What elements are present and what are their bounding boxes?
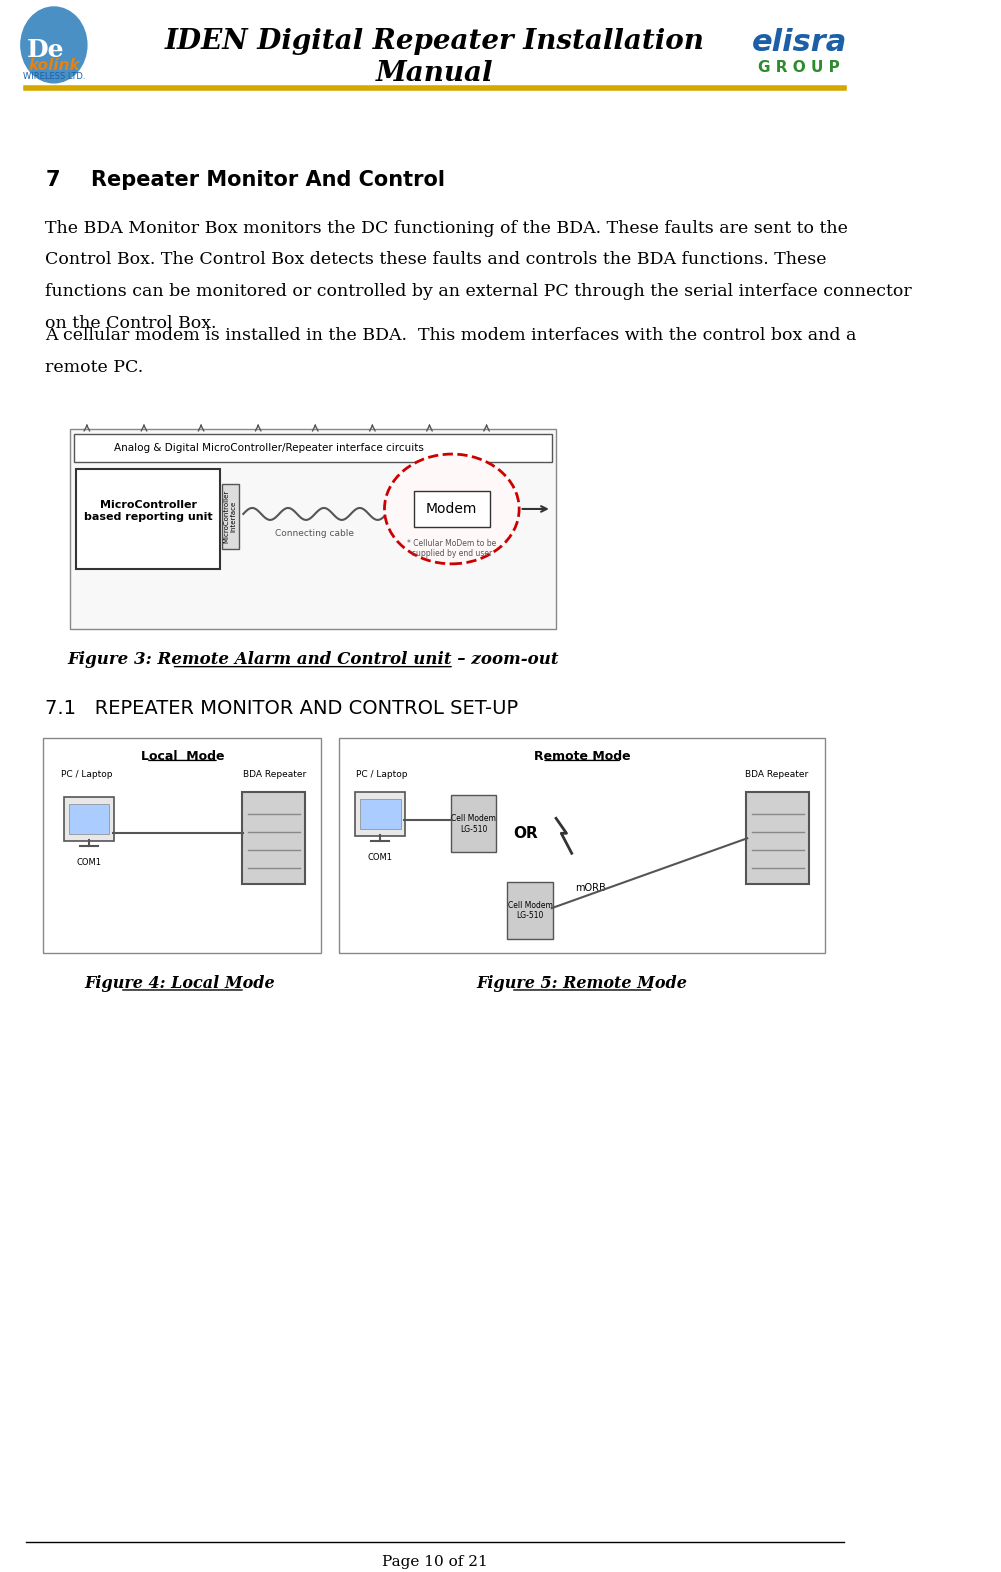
- FancyBboxPatch shape: [747, 792, 809, 883]
- Ellipse shape: [384, 454, 520, 564]
- FancyBboxPatch shape: [508, 882, 553, 938]
- FancyBboxPatch shape: [69, 805, 109, 835]
- Text: COM1: COM1: [76, 858, 101, 868]
- Text: MicroController
based reporting unit: MicroController based reporting unit: [84, 500, 212, 522]
- FancyBboxPatch shape: [221, 484, 239, 549]
- Text: BDA Repeater: BDA Repeater: [746, 770, 809, 780]
- Text: Cell Modem
LG-510: Cell Modem LG-510: [508, 901, 553, 920]
- Text: * Cellular MoDem to be
supplied by end user: * Cellular MoDem to be supplied by end u…: [407, 539, 496, 558]
- Text: Analog & Digital MicroController/Repeater interface circuits: Analog & Digital MicroController/Repeate…: [114, 443, 424, 453]
- Text: COM1: COM1: [367, 854, 392, 863]
- FancyBboxPatch shape: [359, 799, 400, 830]
- Text: G R O U P: G R O U P: [759, 60, 840, 75]
- Text: Local  Mode: Local Mode: [141, 750, 224, 764]
- Text: Figure 5: Remote Mode: Figure 5: Remote Mode: [476, 975, 688, 992]
- FancyBboxPatch shape: [74, 434, 552, 462]
- Text: OR: OR: [514, 825, 538, 841]
- Text: elisra: elisra: [752, 28, 847, 57]
- Text: Page 10 of 21: Page 10 of 21: [381, 1555, 487, 1569]
- FancyBboxPatch shape: [76, 468, 220, 569]
- FancyBboxPatch shape: [339, 739, 826, 953]
- Text: Connecting cable: Connecting cable: [275, 528, 354, 538]
- Text: De: De: [26, 38, 64, 61]
- FancyBboxPatch shape: [413, 490, 490, 527]
- Text: Remote Mode: Remote Mode: [534, 750, 631, 764]
- Text: IDEN Digital Repeater Installation: IDEN Digital Repeater Installation: [164, 28, 705, 55]
- FancyBboxPatch shape: [450, 795, 496, 852]
- Text: functions can be monitored or controlled by an external PC through the serial in: functions can be monitored or controlled…: [45, 283, 912, 300]
- Text: PC / Laptop: PC / Laptop: [356, 770, 407, 780]
- FancyBboxPatch shape: [242, 792, 305, 883]
- Text: WIRELESS LTD.: WIRELESS LTD.: [23, 72, 85, 80]
- Text: Figure 3: Remote Alarm and Control unit – zoom-out: Figure 3: Remote Alarm and Control unit …: [67, 651, 559, 668]
- Text: MicroController
Interface: MicroController Interface: [224, 490, 237, 542]
- FancyBboxPatch shape: [43, 739, 321, 953]
- Text: Modem: Modem: [426, 501, 477, 516]
- Text: Control Box. The Control Box detects these faults and controls the BDA functions: Control Box. The Control Box detects the…: [45, 252, 827, 269]
- Text: Figure 4: Local Mode: Figure 4: Local Mode: [84, 975, 280, 992]
- Text: PC / Laptop: PC / Laptop: [61, 770, 112, 780]
- Text: remote PC.: remote PC.: [45, 360, 143, 376]
- Text: mORB: mORB: [576, 883, 607, 893]
- FancyBboxPatch shape: [69, 429, 557, 629]
- Text: BDA Repeater: BDA Repeater: [243, 770, 306, 780]
- FancyBboxPatch shape: [355, 792, 404, 836]
- Text: A cellular modem is installed in the BDA.  This modem interfaces with the contro: A cellular modem is installed in the BDA…: [45, 327, 857, 344]
- Text: 7: 7: [45, 170, 60, 190]
- Text: Repeater Monitor And Control: Repeater Monitor And Control: [91, 170, 445, 190]
- Text: 7.1   REPEATER MONITOR AND CONTROL SET-UP: 7.1 REPEATER MONITOR AND CONTROL SET-UP: [45, 698, 519, 717]
- Text: kolink: kolink: [28, 58, 80, 72]
- Text: Cell Modem
LG-510: Cell Modem LG-510: [451, 814, 495, 833]
- Circle shape: [21, 6, 87, 83]
- Text: Manual: Manual: [375, 60, 493, 86]
- Text: on the Control Box.: on the Control Box.: [45, 316, 216, 332]
- FancyBboxPatch shape: [64, 797, 114, 841]
- Text: The BDA Monitor Box monitors the DC functioning of the BDA. These faults are sen: The BDA Monitor Box monitors the DC func…: [45, 220, 848, 236]
